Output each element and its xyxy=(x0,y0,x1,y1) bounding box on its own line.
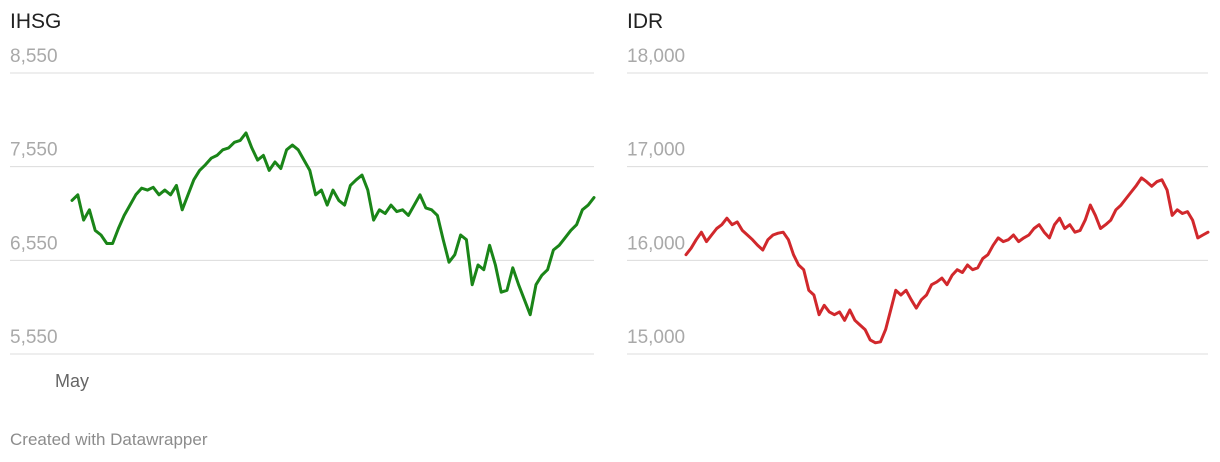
chart-title: IHSG xyxy=(10,10,61,33)
y-tick-label: 18,000 xyxy=(627,46,685,67)
y-tick-label: 8,550 xyxy=(10,46,58,67)
y-tick-label: 7,550 xyxy=(10,140,58,161)
line xyxy=(684,176,1210,345)
chart-title: IDR xyxy=(627,10,663,33)
y-tick-label: 15,000 xyxy=(627,327,685,348)
y-tick-label: 6,550 xyxy=(10,233,58,254)
y-tick-label: 17,000 xyxy=(627,140,685,161)
x-tick-label: May xyxy=(55,371,89,391)
footer: Created with Datawrapper xyxy=(10,430,208,449)
y-tick-label: 5,550 xyxy=(10,327,58,348)
y-tick-label: 16,000 xyxy=(627,233,685,254)
line xyxy=(70,131,596,317)
